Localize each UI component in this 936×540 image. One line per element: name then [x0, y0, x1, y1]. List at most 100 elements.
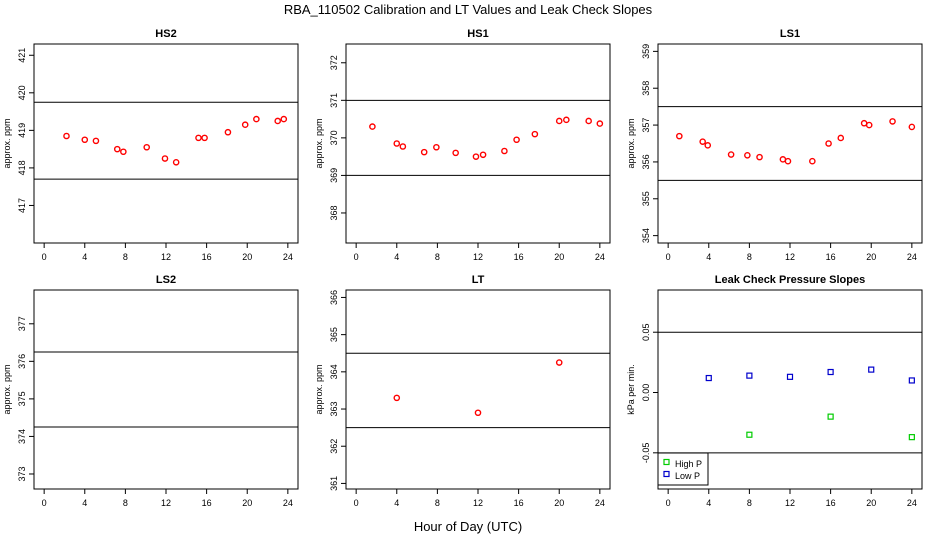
- data-point: [195, 134, 202, 142]
- y-tick-label: 373: [17, 466, 27, 481]
- y-axis-label: approx. ppm: [2, 118, 12, 168]
- y-tick-label: 375: [17, 391, 27, 406]
- data-point: [513, 136, 520, 144]
- panel-1: HS1 approx. ppm 0 4 8 12 16 20 24 368 369 370 371 372: [314, 28, 611, 262]
- data-point: [825, 140, 832, 147]
- y-axis-label: kPa per min.: [626, 364, 636, 415]
- data-point: [113, 145, 121, 153]
- data-point: [908, 377, 915, 384]
- x-tick-label: 12: [161, 498, 171, 508]
- y-tick-label: 369: [329, 168, 339, 183]
- data-point: [585, 117, 592, 125]
- x-tick-label: 24: [283, 252, 293, 262]
- legend-label: Low P: [675, 471, 700, 481]
- data-point: [596, 120, 604, 127]
- data-point: [280, 115, 288, 123]
- x-tick-label: 8: [123, 498, 128, 508]
- data-point: [241, 121, 249, 129]
- data-point: [827, 368, 834, 376]
- y-tick-label: 0.00: [641, 384, 651, 402]
- y-tick-label: 357: [641, 118, 651, 133]
- x-tick-label: 24: [907, 252, 917, 262]
- data-point: [120, 148, 127, 156]
- y-axis-label: approx. ppm: [2, 364, 12, 414]
- x-tick-label: 4: [394, 252, 399, 262]
- data-point: [161, 155, 169, 162]
- panel-title: LS1: [780, 28, 800, 40]
- x-tick-label: 20: [242, 498, 252, 508]
- data-point: [563, 116, 570, 124]
- x-tick-label: 8: [123, 252, 128, 262]
- y-tick-label: 362: [329, 439, 339, 454]
- panel-title: LS2: [156, 274, 176, 286]
- data-point: [889, 118, 896, 125]
- data-point: [253, 115, 260, 123]
- y-tick-label: -0.05: [641, 443, 651, 464]
- data-point: [727, 151, 735, 158]
- legend-marker: [663, 470, 670, 478]
- data-point: [479, 151, 487, 159]
- x-tick-label: 12: [785, 498, 795, 508]
- data-point: [472, 153, 480, 160]
- data-point: [705, 374, 712, 382]
- data-point: [420, 148, 428, 156]
- y-tick-label: 358: [641, 81, 651, 96]
- y-tick-label: 377: [17, 316, 27, 331]
- x-tick-label: 8: [435, 252, 440, 262]
- data-point: [531, 130, 539, 138]
- data-point: [865, 121, 873, 129]
- panel-5: Leak Check Pressure Slopes kPa per min. 0 4…: [626, 274, 923, 508]
- panel-title: Leak Check Pressure Slopes: [715, 274, 865, 286]
- x-tick-label: 24: [907, 498, 917, 508]
- data-point: [393, 140, 401, 147]
- x-axis-label: Hour of Day (UTC): [413, 519, 523, 534]
- x-tick-label: 16: [202, 252, 212, 262]
- data-point: [369, 123, 376, 130]
- y-tick-label: 361: [329, 476, 339, 491]
- y-tick-label: 355: [641, 191, 651, 206]
- x-tick-label: 16: [826, 498, 836, 508]
- x-tick-label: 4: [82, 498, 87, 508]
- x-tick-label: 8: [747, 252, 752, 262]
- y-tick-label: 363: [329, 402, 339, 417]
- x-tick-label: 24: [595, 252, 605, 262]
- x-tick-label: 20: [554, 252, 564, 262]
- y-tick-label: 419: [17, 123, 27, 138]
- y-tick-label: 374: [17, 429, 27, 444]
- data-point: [172, 158, 180, 166]
- y-tick-label: 0.05: [641, 323, 651, 341]
- data-point: [501, 147, 508, 155]
- y-tick-label: 372: [329, 55, 339, 70]
- data-point: [399, 143, 407, 150]
- data-point: [746, 431, 753, 438]
- x-tick-label: 0: [42, 498, 47, 508]
- x-tick-label: 12: [785, 252, 795, 262]
- y-axis-label: approx. ppm: [314, 118, 324, 168]
- data-point: [452, 149, 459, 157]
- data-point: [786, 373, 794, 380]
- y-axis-label: approx. ppm: [626, 118, 636, 168]
- data-point: [704, 142, 712, 149]
- y-tick-label: 418: [17, 160, 27, 175]
- plot-frame: [33, 43, 299, 244]
- data-point: [746, 372, 753, 379]
- legend-label: High P: [675, 459, 702, 469]
- y-tick-label: 421: [17, 48, 27, 63]
- panel-3: LS2 approx. ppm 0 4 8 12 16 20 24 373 374 375 376 377: [2, 274, 299, 508]
- x-tick-label: 0: [666, 252, 671, 262]
- x-tick-label: 8: [747, 498, 752, 508]
- data-point: [744, 151, 751, 159]
- data-point: [908, 123, 916, 131]
- x-tick-label: 0: [42, 252, 47, 262]
- data-point: [274, 117, 281, 125]
- data-point: [756, 153, 763, 161]
- plot-frame: [33, 289, 299, 490]
- y-tick-label: 364: [329, 364, 339, 379]
- figure-title: RBA_110502 Calibration and LT Values and…: [283, 2, 653, 17]
- x-tick-label: 16: [202, 498, 212, 508]
- x-tick-label: 24: [283, 498, 293, 508]
- x-tick-label: 0: [354, 498, 359, 508]
- data-point: [224, 128, 232, 136]
- x-tick-label: 0: [666, 498, 671, 508]
